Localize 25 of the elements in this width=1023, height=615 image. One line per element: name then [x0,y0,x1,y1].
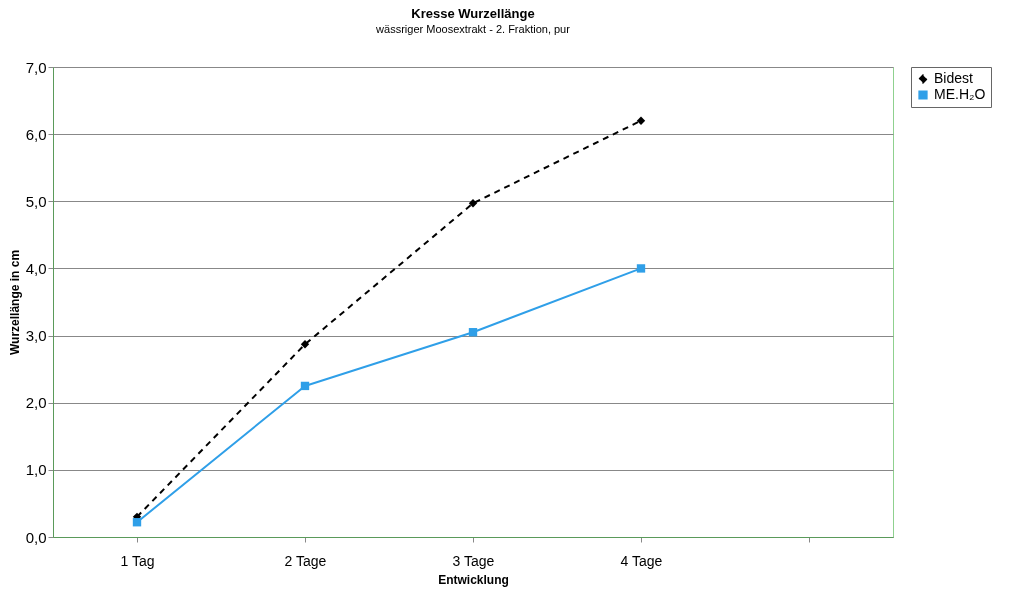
y-tick-label: 6,0 [25,125,47,143]
y-tick-label: 0,0 [25,528,47,546]
point [300,381,310,391]
x-axis-title: Entwicklung [438,572,509,587]
legend-label: Bidest [934,70,974,86]
point [132,518,142,527]
y-tick-label: 5,0 [25,192,47,210]
x-tick-label: 4 Tage [620,552,663,569]
x-tick-label: 2 Tage [284,552,327,569]
chart-subtitle: wässriger Moosextrakt - 2. Fraktion, pur [375,23,571,35]
point [636,264,646,273]
y-tick-label: 7,0 [25,58,47,76]
point [468,328,478,337]
chart-title: Kresse Wurzellänge [411,6,535,21]
y-tick-label: 2,0 [25,394,47,412]
x-tick-label: 1 Tag [120,552,155,569]
legend-label: ME.H₂O [934,86,986,102]
y-tick-label: 3,0 [25,327,47,345]
y-axis-title: Wurzellänge in cm [7,249,22,356]
point [468,199,478,208]
point [636,116,646,125]
y-tick-label: 4,0 [25,259,47,277]
point [300,340,310,349]
y-tick-label: 1,0 [25,461,47,479]
x-tick-label: 3 Tage [452,552,495,569]
